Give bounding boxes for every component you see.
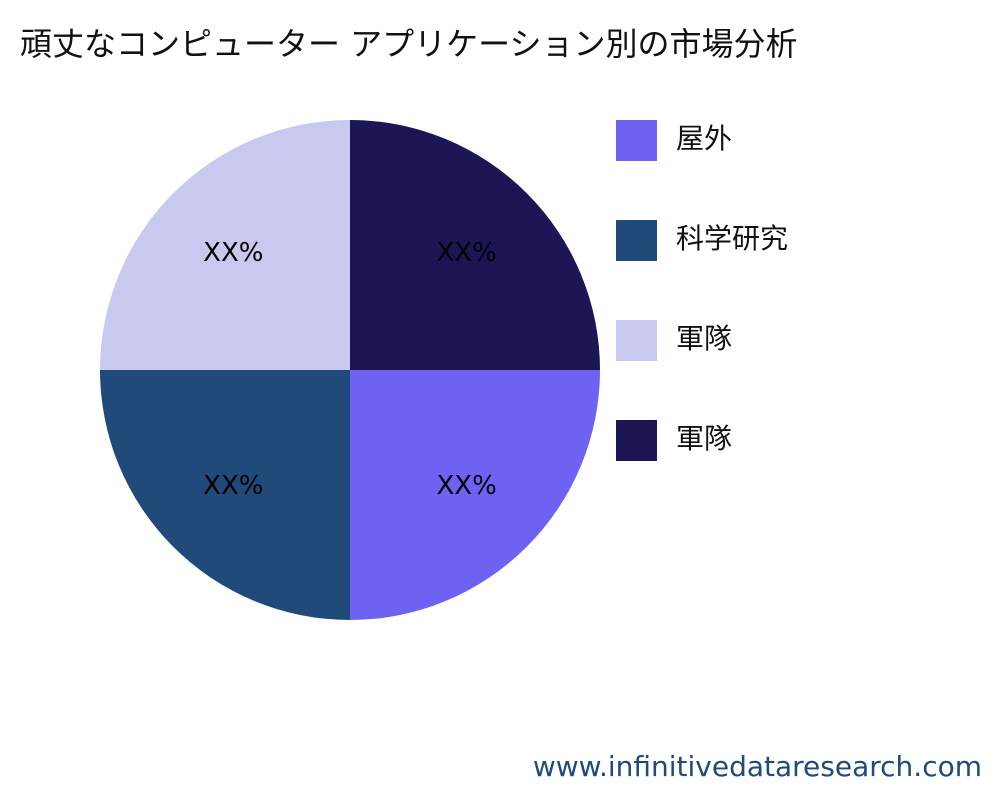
pie-slice [100,370,350,620]
legend-swatch [616,320,657,361]
legend-swatch [616,120,657,161]
legend-label: 軍隊 [676,422,732,455]
pie-slice [100,120,350,370]
legend-label: 屋外 [676,122,732,155]
slice-label: XX% [203,471,263,501]
legend-swatch [616,420,657,461]
slice-label: XX% [203,238,263,268]
pie-slice [350,370,600,620]
legend-swatch [616,220,657,261]
chart-title: 頑丈なコンピューター アプリケーション別の市場分析 [20,25,798,63]
legend-label: 科学研究 [676,222,788,255]
legend-label: 軍隊 [676,322,732,355]
watermark: www.infinitivedataresearch.com [533,750,982,783]
slice-label: XX% [437,238,497,268]
pie-slice [350,120,600,370]
slice-label: XX% [437,471,497,501]
